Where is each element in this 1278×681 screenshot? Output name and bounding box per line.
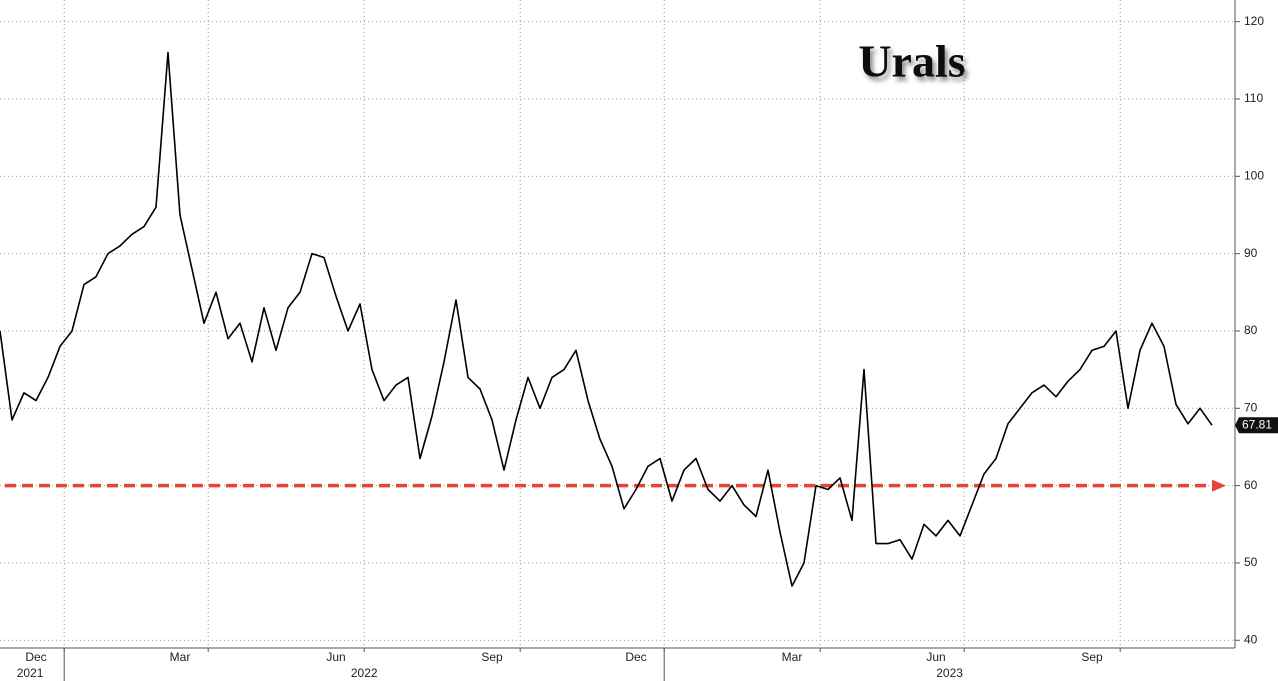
reference-arrow (1212, 479, 1226, 492)
x-tick-label: Sep (481, 650, 503, 664)
x-group-label: 2021 (17, 666, 44, 680)
y-tick-label: 120 (1244, 14, 1264, 28)
y-tick-label: 90 (1244, 246, 1258, 260)
x-group-label: 2023 (936, 666, 963, 680)
y-tick-label: 80 (1244, 323, 1258, 337)
x-tick-label: Sep (1081, 650, 1103, 664)
x-tick-label: Jun (326, 650, 345, 664)
x-tick-label: Mar (782, 650, 803, 664)
y-tick-label: 70 (1244, 400, 1258, 414)
y-tick-label: 110 (1244, 91, 1263, 105)
y-tick-label: 50 (1244, 555, 1258, 569)
y-tick-label: 40 (1244, 632, 1258, 646)
last-value-label: 67.81 (1242, 417, 1272, 431)
x-tick-label: Jun (926, 650, 945, 664)
x-tick-label: Mar (170, 650, 191, 664)
x-tick-label: Dec (25, 650, 46, 664)
y-tick-label: 100 (1244, 168, 1264, 182)
y-tick-label: 60 (1244, 478, 1258, 492)
x-tick-label: Dec (625, 650, 646, 664)
price-line (0, 51, 1213, 587)
x-group-label: 2022 (351, 666, 378, 680)
last-value-tag (1235, 417, 1278, 434)
chart-title: Urals (858, 36, 965, 87)
